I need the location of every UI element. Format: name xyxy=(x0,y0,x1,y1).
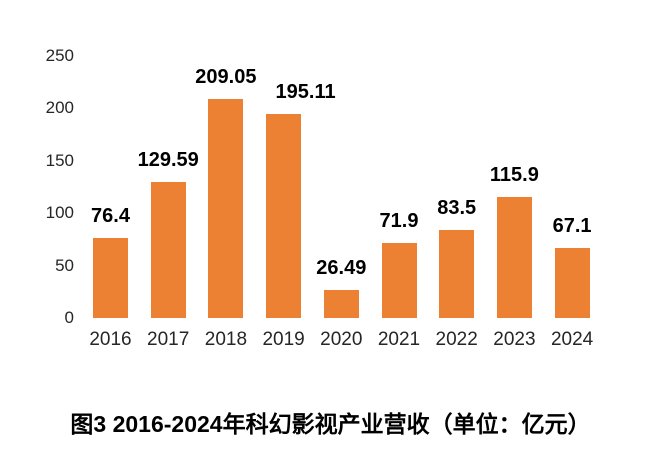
x-axis-label-2022: 2022 xyxy=(435,329,478,350)
x-axis-label-2023: 2023 xyxy=(493,329,536,350)
x-axis-label-2017: 2017 xyxy=(147,329,190,350)
value-label-2017: 129.59 xyxy=(137,149,199,172)
bar-2020 xyxy=(323,290,359,318)
value-label-2018: 209.05 xyxy=(195,65,257,88)
bar-2017 xyxy=(150,182,186,318)
y-axis-tick-label: 0 xyxy=(64,308,74,327)
bar-2022 xyxy=(439,230,475,318)
bar-2019 xyxy=(266,113,302,318)
value-label-2020: 26.49 xyxy=(316,257,367,280)
value-label-2019: 195.11 xyxy=(275,80,336,103)
y-axis-tick-label: 250 xyxy=(45,46,74,65)
x-axis-label-2020: 2020 xyxy=(320,329,363,350)
x-axis-label-2016: 2016 xyxy=(89,329,132,350)
chart-caption: 图3 2016-2024年科幻影视产业营收（单位：亿元） xyxy=(70,411,591,437)
value-label-2021: 71.9 xyxy=(379,209,419,232)
bar-2024 xyxy=(554,247,590,318)
y-axis-tick-label: 100 xyxy=(45,203,74,223)
y-axis-tick-label: 150 xyxy=(45,150,74,170)
x-axis-label-2019: 2019 xyxy=(262,329,305,350)
bar-2016 xyxy=(93,237,128,318)
bar-2023 xyxy=(496,196,532,318)
bar-2018 xyxy=(208,98,244,318)
x-axis-label-2021: 2021 xyxy=(377,329,421,350)
value-label-2024: 67.1 xyxy=(552,214,592,237)
value-label-2023: 115.9 xyxy=(489,163,539,186)
x-axis-label-2024: 2024 xyxy=(550,329,594,350)
y-axis-tick-label: 200 xyxy=(45,98,74,118)
y-axis-tick-label: 50 xyxy=(55,255,74,275)
value-label-2022: 83.5 xyxy=(437,197,477,220)
bar-2021 xyxy=(381,242,417,318)
x-axis-label-2018: 2018 xyxy=(204,329,248,350)
value-label-2016: 76.4 xyxy=(91,204,130,227)
